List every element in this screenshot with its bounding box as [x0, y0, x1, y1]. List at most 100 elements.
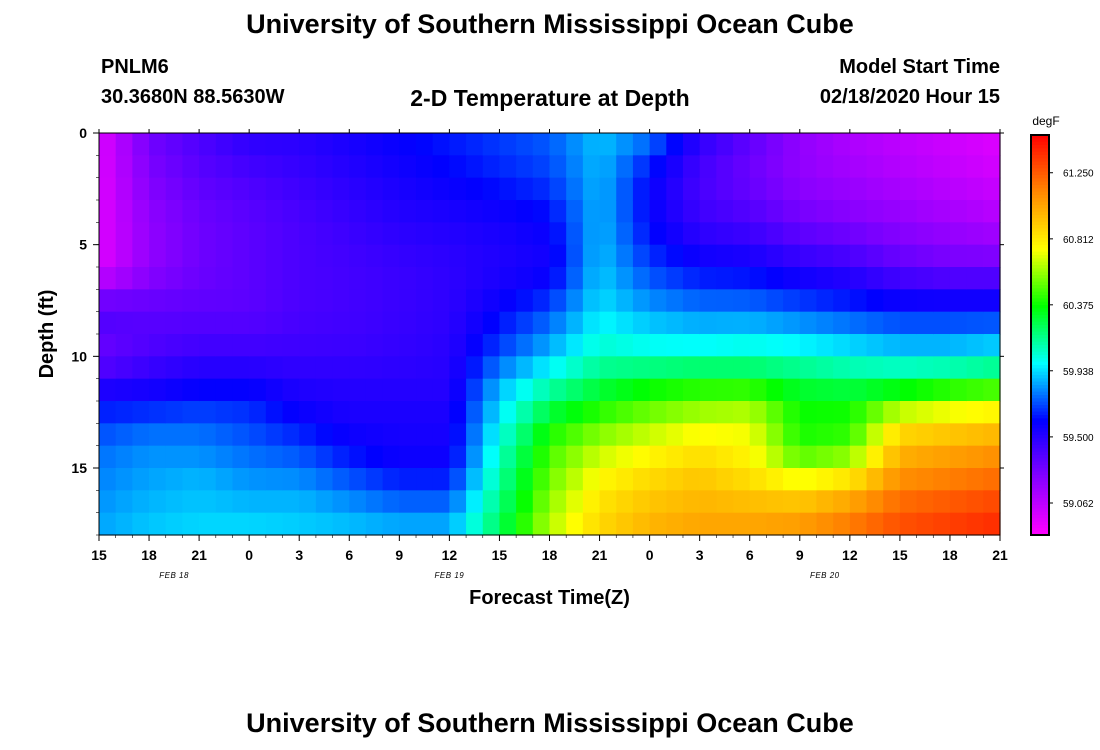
heatmap-cell [866, 468, 884, 491]
heatmap-cell [849, 155, 868, 179]
heatmap-cell [265, 289, 284, 313]
x-tick-label: 15 [492, 547, 508, 563]
heatmap-cell [249, 512, 267, 536]
heatmap-cell [265, 468, 284, 491]
heatmap-cell [99, 155, 117, 179]
heatmap-cell [466, 512, 484, 536]
heatmap-cell [833, 133, 851, 156]
heatmap-cell [315, 200, 334, 223]
heatmap-cell [883, 468, 901, 491]
colorbar-cell [1031, 271, 1049, 276]
heatmap-cell [716, 445, 734, 469]
heatmap-cell [766, 267, 784, 290]
heatmap-cell [249, 289, 267, 313]
heatmap-cell [182, 244, 200, 268]
colorbar-cell [1031, 248, 1049, 253]
heatmap-cell [716, 512, 734, 536]
heatmap-cell [549, 378, 567, 402]
heatmap-cell [516, 289, 534, 313]
colorbar-cell [1031, 151, 1049, 156]
colorbar-cell [1031, 211, 1049, 216]
heatmap-cell [165, 334, 184, 357]
heatmap-cell [666, 401, 684, 424]
colorbar-cell [1031, 455, 1049, 459]
x-tick-label: 0 [245, 547, 253, 563]
heatmap-cell [933, 311, 951, 335]
heatmap-cell [833, 378, 851, 402]
heatmap-cell [833, 334, 851, 357]
colorbar-cell [1031, 141, 1049, 146]
heatmap-cell [132, 356, 150, 380]
heatmap-cell [365, 378, 384, 402]
heatmap-cell [916, 222, 934, 246]
heatmap-cell [282, 177, 300, 201]
x-tick-label: 3 [696, 547, 704, 563]
heatmap-cell [365, 177, 384, 201]
colorbar-cell [1031, 225, 1049, 229]
heatmap-cell [783, 490, 801, 514]
colorbar-tick-label: 61.250 [1063, 169, 1094, 180]
heatmap-cell [649, 267, 667, 290]
heatmap-cell [616, 423, 634, 447]
heatmap-cell [432, 133, 450, 156]
heatmap-cell [165, 311, 184, 335]
heatmap-cell [199, 423, 217, 447]
heatmap-cell [916, 378, 934, 402]
heatmap-cell [966, 200, 984, 223]
heatmap-cell [682, 289, 701, 313]
heatmap-cell [232, 356, 250, 380]
heatmap-cell [933, 244, 951, 268]
heatmap-cell [516, 311, 534, 335]
heatmap-cell [949, 222, 968, 246]
heatmap-cell [532, 423, 551, 447]
heatmap-cell [532, 244, 551, 268]
heatmap-cell [833, 244, 851, 268]
colorbar-cell [1031, 395, 1049, 399]
heatmap-cell [482, 289, 501, 313]
colorbar-cell [1031, 205, 1049, 209]
heatmap-cell [315, 133, 334, 156]
heatmap-cell [816, 490, 834, 514]
heatmap-cell [933, 401, 951, 424]
heatmap-cell [649, 133, 667, 156]
colorbar-cell [1031, 461, 1049, 466]
heatmap-cell [215, 133, 234, 156]
heatmap-cell [115, 401, 133, 424]
colorbar-cell [1031, 195, 1049, 199]
heatmap-cell [432, 155, 450, 179]
heatmap-cell [115, 445, 133, 469]
heatmap-cell [115, 289, 133, 313]
colorbar-cell [1031, 338, 1049, 343]
heatmap-cell [265, 401, 284, 424]
heatmap-cell [883, 200, 901, 223]
heatmap-cell [766, 222, 784, 246]
heatmap-cell [916, 244, 934, 268]
heatmap-cell [532, 401, 551, 424]
heatmap-cell [349, 401, 367, 424]
heatmap-cell [382, 289, 400, 313]
heatmap-cell [716, 133, 734, 156]
heatmap-cell [716, 155, 734, 179]
heatmap-cell [249, 490, 267, 514]
colorbar-cell [1031, 188, 1049, 193]
heatmap-cell [399, 334, 417, 357]
heatmap-cell [482, 356, 501, 380]
heatmap-cell [983, 490, 1001, 514]
heatmap-cell [582, 244, 601, 268]
colorbar-cell [1031, 311, 1049, 316]
heatmap-cell [566, 133, 584, 156]
heatmap-cell [399, 401, 417, 424]
heatmap-cell [182, 155, 200, 179]
heatmap-cell [916, 356, 934, 380]
heatmap-cell [432, 423, 450, 447]
heatmap-cell [516, 378, 534, 402]
heatmap-cell [349, 222, 367, 246]
heatmap-cell [99, 490, 117, 514]
heatmap-cell [282, 512, 300, 536]
heatmap-cell [682, 356, 701, 380]
heatmap-cell [799, 177, 818, 201]
heatmap-cell [666, 423, 684, 447]
heatmap-cell [382, 200, 400, 223]
colorbar-cell [1031, 505, 1049, 509]
heatmap-cell [682, 401, 701, 424]
